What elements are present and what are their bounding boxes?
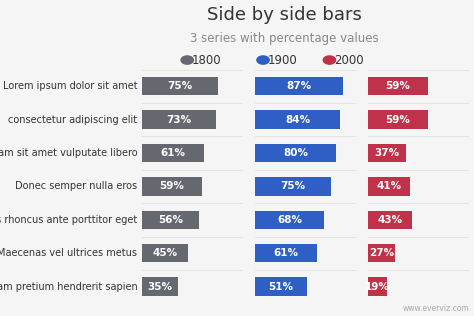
Bar [255,211,324,229]
Bar [142,111,216,129]
Text: 27%: 27% [369,248,394,258]
Bar [142,144,204,162]
Bar [255,111,340,129]
Bar [368,177,410,196]
Text: Nullam pretium hendrerit sapien: Nullam pretium hendrerit sapien [0,282,137,292]
Text: 68%: 68% [277,215,302,225]
Bar [255,277,307,296]
Bar [255,144,336,162]
Text: 75%: 75% [167,81,193,91]
Text: Side by side bars: Side by side bars [207,6,362,24]
Bar [142,77,218,95]
Text: consectetur adipiscing elit: consectetur adipiscing elit [9,115,137,125]
Text: 19%: 19% [365,282,390,292]
Bar [255,244,317,262]
Text: 51%: 51% [268,282,293,292]
Bar [368,144,406,162]
Text: 80%: 80% [283,148,308,158]
Bar [142,177,202,196]
Bar [142,277,178,296]
Bar [142,211,199,229]
Text: 84%: 84% [285,115,310,125]
Text: 61%: 61% [161,148,185,158]
Text: Lorem ipsum dolor sit amet: Lorem ipsum dolor sit amet [3,81,137,91]
Text: quis rhoncus ante porttitor eget: quis rhoncus ante porttitor eget [0,215,137,225]
Bar [368,111,428,129]
Text: www.everviz.com: www.everviz.com [402,304,469,313]
Text: 1900: 1900 [268,53,298,67]
Text: Donec semper nulla eros: Donec semper nulla eros [15,181,137,191]
Text: 61%: 61% [273,248,299,258]
Text: 59%: 59% [385,81,410,91]
Text: 2000: 2000 [334,53,364,67]
Text: 35%: 35% [147,282,173,292]
Bar [368,211,411,229]
Text: 59%: 59% [385,115,410,125]
Bar [255,177,331,196]
Text: 59%: 59% [160,181,184,191]
Text: 1800: 1800 [192,53,221,67]
Bar [142,244,188,262]
Text: Maecenas vel ultrices metus: Maecenas vel ultrices metus [0,248,137,258]
Bar [368,244,395,262]
Bar [368,277,387,296]
Text: 73%: 73% [166,115,191,125]
Bar [255,77,343,95]
Text: 3 series with percentage values: 3 series with percentage values [190,32,379,45]
Text: 56%: 56% [158,215,183,225]
Text: 75%: 75% [281,181,306,191]
Bar [368,77,428,95]
Text: 87%: 87% [287,81,312,91]
Text: 45%: 45% [152,248,178,258]
Text: 41%: 41% [376,181,401,191]
Text: 37%: 37% [374,148,400,158]
Text: Nullam sit amet vulputate libero: Nullam sit amet vulputate libero [0,148,137,158]
Text: 43%: 43% [377,215,402,225]
